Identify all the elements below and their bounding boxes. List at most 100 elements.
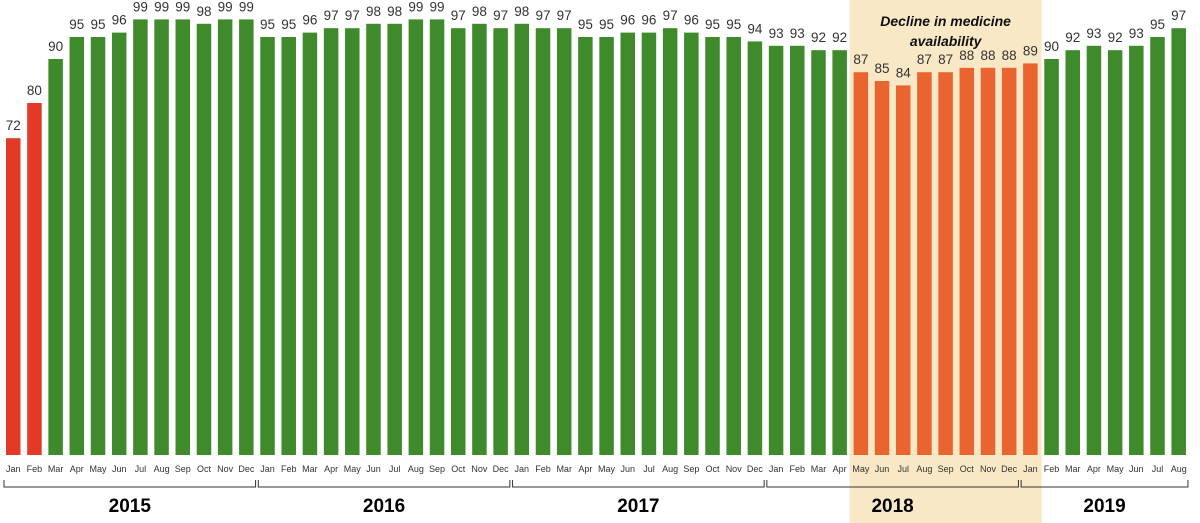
data-label: 96 xyxy=(684,13,699,28)
bar xyxy=(111,32,127,455)
data-label: 72 xyxy=(6,118,21,133)
data-label: 98 xyxy=(472,4,487,19)
data-label: 92 xyxy=(1108,30,1123,45)
data-label: 95 xyxy=(578,17,593,32)
year-groups-layer: 2015 2016 2017 2018 2019 xyxy=(3,480,1189,517)
value-labels-layer: 72 80 90 95 95 96 99 99 99 98 99 99 95 95 96 97 97 98 98 99… xyxy=(6,0,1186,133)
month-tick-label: Aug xyxy=(1171,464,1187,474)
bar xyxy=(345,28,360,455)
annotation-text: availability xyxy=(910,33,983,49)
data-label: 95 xyxy=(1150,17,1165,32)
month-tick-label: Nov xyxy=(217,464,234,474)
data-label: 89 xyxy=(1023,43,1038,58)
data-label: 97 xyxy=(1171,8,1186,23)
data-label: 99 xyxy=(154,0,169,14)
year-label: 2019 xyxy=(1083,496,1125,517)
bar xyxy=(1171,28,1186,455)
data-label: 80 xyxy=(27,83,42,98)
month-tick-label: Feb xyxy=(281,464,297,474)
bar xyxy=(90,37,106,455)
data-label: 98 xyxy=(196,4,211,19)
data-label: 88 xyxy=(1002,48,1017,63)
year-bracket xyxy=(257,480,511,488)
month-ticks-layer: Jan Feb Mar Apr May Jun Jul Aug Sep Oct Nov Dec Jan F… xyxy=(6,464,1187,474)
bar xyxy=(641,32,657,455)
data-label: 93 xyxy=(1086,26,1101,41)
month-tick-label: Feb xyxy=(27,464,43,474)
data-label: 92 xyxy=(811,30,826,45)
bar xyxy=(281,37,296,455)
data-label: 95 xyxy=(726,17,741,32)
data-label: 95 xyxy=(69,17,84,32)
month-tick-label: Apr xyxy=(578,464,592,474)
year-bracket xyxy=(1020,480,1189,488)
month-tick-label: Jan xyxy=(515,464,530,474)
bar xyxy=(239,19,254,456)
data-label: 97 xyxy=(535,8,550,23)
month-tick-label: Jan xyxy=(769,464,784,474)
bar xyxy=(175,19,191,456)
month-tick-label: Aug xyxy=(408,464,424,474)
data-label: 93 xyxy=(1129,26,1144,41)
month-tick-label: Jul xyxy=(897,464,909,474)
bar xyxy=(938,72,953,455)
bar xyxy=(196,23,212,456)
month-tick-label: Mar xyxy=(302,464,318,474)
data-label: 88 xyxy=(980,48,995,63)
month-tick-label: Dec xyxy=(238,464,255,474)
month-tick-label: Nov xyxy=(471,464,488,474)
bar xyxy=(1086,45,1102,456)
bar xyxy=(217,19,233,456)
annotation-text: Decline in medicine xyxy=(880,13,1011,29)
data-label: 98 xyxy=(366,4,381,19)
month-tick-label: Mar xyxy=(1065,464,1081,474)
month-tick-label: Feb xyxy=(790,464,806,474)
bar xyxy=(133,19,148,456)
month-tick-label: Sep xyxy=(938,464,954,474)
month-tick-label: Jun xyxy=(875,464,890,474)
month-tick-label: Oct xyxy=(451,464,466,474)
data-label: 99 xyxy=(133,0,148,14)
bar xyxy=(302,32,318,455)
bar xyxy=(1001,67,1017,456)
bar xyxy=(705,37,720,455)
bar xyxy=(27,103,42,455)
data-label: 92 xyxy=(1065,30,1080,45)
bar xyxy=(874,81,890,455)
data-label: 95 xyxy=(260,17,275,32)
month-tick-label: May xyxy=(90,464,108,474)
month-tick-label: Jan xyxy=(1023,464,1038,474)
data-label: 99 xyxy=(175,0,190,14)
month-tick-label: May xyxy=(598,464,616,474)
bar xyxy=(154,19,169,456)
bar xyxy=(917,72,932,455)
data-label: 90 xyxy=(48,39,63,54)
month-tick-label: Dec xyxy=(1001,464,1018,474)
bar xyxy=(1023,63,1038,456)
month-tick-label: Sep xyxy=(683,464,699,474)
month-tick-label: Mar xyxy=(48,464,64,474)
data-label: 95 xyxy=(705,17,720,32)
data-label: 98 xyxy=(387,4,402,19)
month-tick-label: Jul xyxy=(1152,464,1164,474)
month-tick-label: Apr xyxy=(833,464,847,474)
year-label: 2017 xyxy=(617,496,659,517)
bar xyxy=(1150,37,1165,455)
data-label: 99 xyxy=(218,0,233,14)
bar xyxy=(366,23,381,456)
data-label: 92 xyxy=(832,30,847,45)
year-label: 2016 xyxy=(363,496,405,517)
bar xyxy=(895,85,911,456)
data-label: 84 xyxy=(896,65,912,80)
bar xyxy=(48,59,63,455)
month-tick-label: Jul xyxy=(643,464,655,474)
data-label: 88 xyxy=(959,48,974,63)
bar xyxy=(493,28,508,455)
month-tick-label: May xyxy=(344,464,362,474)
month-tick-label: Apr xyxy=(1087,464,1101,474)
data-label: 99 xyxy=(239,0,254,14)
month-tick-label: Mar xyxy=(811,464,827,474)
bar xyxy=(429,19,445,456)
month-tick-label: Jan xyxy=(6,464,21,474)
